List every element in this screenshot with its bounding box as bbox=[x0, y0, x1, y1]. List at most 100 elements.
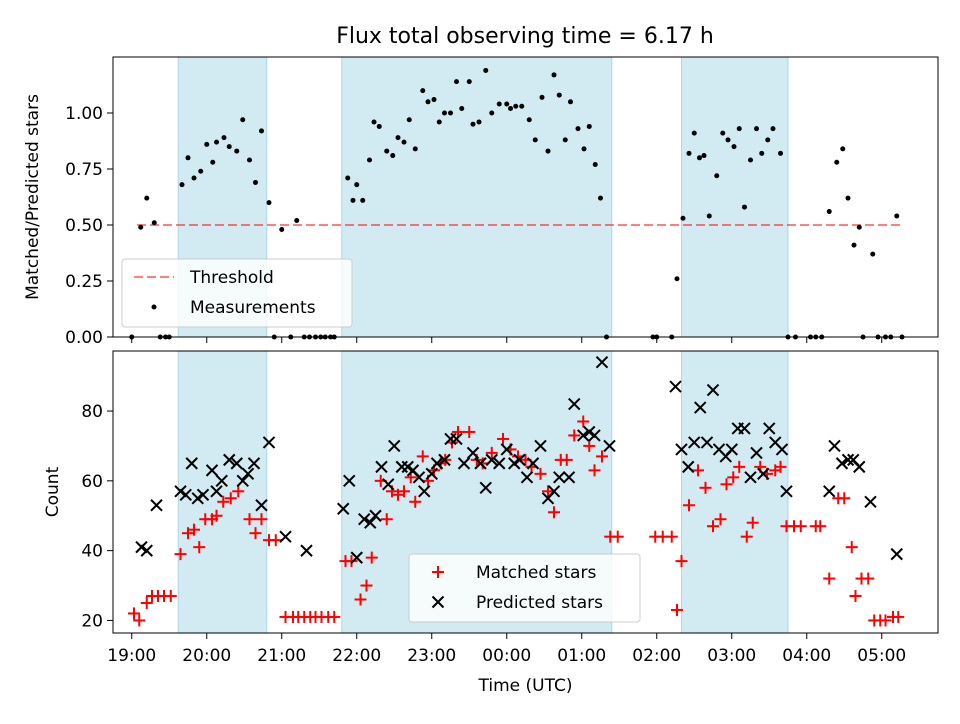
legend-measurements-label: Measurements bbox=[190, 298, 316, 318]
predicted-star-point bbox=[688, 436, 701, 449]
x-tick-label: 00:00 bbox=[482, 646, 531, 666]
measurement-point bbox=[191, 175, 197, 181]
x-tick-label: 22:00 bbox=[332, 646, 381, 666]
top-measurement-points bbox=[129, 67, 905, 340]
bottom-panel: 20 40 60 80 19:00 20:00 21:00 22:00 23:00 00:00 0… bbox=[43, 350, 939, 696]
matched-star-point bbox=[577, 415, 590, 428]
predicted-star-point bbox=[425, 467, 438, 481]
measurement-point bbox=[770, 126, 776, 132]
measurement-point bbox=[714, 173, 720, 179]
x-tick-label: 05:00 bbox=[857, 646, 906, 666]
measurement-point bbox=[759, 150, 765, 156]
predicted-star-point bbox=[706, 383, 720, 397]
measurement-point bbox=[701, 153, 707, 159]
measurement-point bbox=[742, 204, 747, 210]
measurement-point bbox=[138, 224, 144, 230]
matched-star-point bbox=[224, 492, 237, 505]
measurement-point bbox=[513, 103, 519, 109]
predicted-star-point bbox=[388, 439, 401, 453]
measurement-point bbox=[598, 195, 603, 201]
measurement-point bbox=[436, 119, 442, 125]
predicted-star-point bbox=[236, 474, 249, 488]
predicted-star-point bbox=[430, 457, 444, 470]
x-tick-label: 21:00 bbox=[257, 646, 306, 666]
bottom-y-axis-ticks: 20 40 60 80 bbox=[81, 402, 113, 631]
matched-star-point bbox=[133, 614, 146, 627]
x-tick-label: 04:00 bbox=[782, 646, 831, 666]
legend-matched-swatch bbox=[432, 566, 444, 578]
matched-star-point bbox=[217, 495, 230, 508]
matched-star-point bbox=[534, 467, 547, 480]
matched-star-point bbox=[560, 453, 573, 466]
predicted-star-point bbox=[853, 460, 866, 474]
predicted-star-point bbox=[500, 443, 513, 456]
measurement-point bbox=[748, 157, 753, 163]
bottom-y-axis-label: Count bbox=[43, 466, 63, 517]
measurement-point bbox=[185, 155, 191, 161]
matched-star-point bbox=[683, 499, 695, 512]
predicted-star-point bbox=[210, 485, 223, 498]
x-tick-label: 03:00 bbox=[707, 646, 756, 666]
measurement-point bbox=[894, 213, 900, 219]
measurement-point bbox=[834, 159, 840, 165]
measurement-point bbox=[586, 123, 592, 129]
predicted-star-point bbox=[457, 457, 471, 470]
shaded-interval bbox=[681, 56, 789, 338]
predicted-star-point bbox=[196, 488, 210, 501]
shaded-interval bbox=[681, 350, 789, 634]
measurement-point bbox=[210, 159, 216, 165]
matched-star-point bbox=[210, 509, 223, 522]
measurement-point bbox=[425, 99, 431, 105]
predicted-star-point bbox=[364, 516, 377, 529]
predicted-stars-points bbox=[135, 355, 903, 564]
measurement-point bbox=[575, 126, 581, 132]
measurement-point bbox=[350, 197, 356, 203]
matched-star-point bbox=[398, 485, 410, 498]
predicted-star-point bbox=[603, 439, 616, 453]
predicted-star-point bbox=[438, 453, 451, 467]
bottom-plot-frame bbox=[112, 350, 939, 634]
matched-star-point bbox=[485, 446, 498, 459]
measurement-point bbox=[476, 119, 482, 125]
predicted-star-point bbox=[520, 471, 534, 484]
measurement-point bbox=[720, 130, 726, 136]
predicted-star-point bbox=[562, 471, 576, 484]
measurement-point bbox=[680, 215, 686, 221]
predicted-star-point bbox=[841, 453, 855, 467]
measurement-point bbox=[551, 72, 557, 78]
matched-star-point bbox=[583, 439, 596, 452]
predicted-star-point bbox=[247, 457, 261, 470]
matched-star-point bbox=[249, 527, 262, 540]
measurement-point bbox=[526, 117, 532, 123]
matched-star-point bbox=[188, 523, 200, 536]
measurement-point bbox=[253, 179, 258, 185]
predicted-star-point bbox=[485, 453, 498, 467]
y-tick-label: 1.00 bbox=[65, 104, 103, 124]
predicted-star-point bbox=[466, 446, 480, 460]
predicted-star-point bbox=[337, 502, 350, 515]
matched-star-point bbox=[720, 478, 733, 491]
measurement-point bbox=[489, 110, 495, 116]
bottom-x-axis-ticks: 19:00 20:00 21:00 22:00 23:00 00:00 01:00 02:00… bbox=[107, 633, 906, 666]
matched-star-point bbox=[665, 530, 678, 543]
predicted-star-point bbox=[890, 547, 903, 561]
predicted-star-point bbox=[835, 457, 849, 470]
predicted-star-point bbox=[382, 478, 395, 491]
measurement-point bbox=[519, 103, 525, 109]
predicted-star-point bbox=[669, 380, 682, 393]
legend-cross-marker bbox=[431, 595, 445, 609]
predicted-star-point bbox=[750, 446, 763, 460]
measurement-point bbox=[508, 106, 513, 112]
matched-star-point bbox=[794, 520, 807, 533]
y-tick-label: 0.00 bbox=[65, 328, 103, 348]
predicted-star-point bbox=[474, 457, 487, 470]
predicted-star-point bbox=[350, 551, 363, 564]
predicted-star-point bbox=[864, 495, 877, 508]
measurement-point bbox=[765, 137, 771, 143]
predicted-star-point bbox=[534, 439, 547, 453]
legend-predicted-swatch bbox=[431, 595, 445, 609]
shaded-interval bbox=[177, 350, 268, 634]
legend-predicted-label: Predicted stars bbox=[476, 593, 603, 613]
top-legend-box bbox=[121, 258, 353, 328]
matched-star-point bbox=[892, 610, 905, 623]
